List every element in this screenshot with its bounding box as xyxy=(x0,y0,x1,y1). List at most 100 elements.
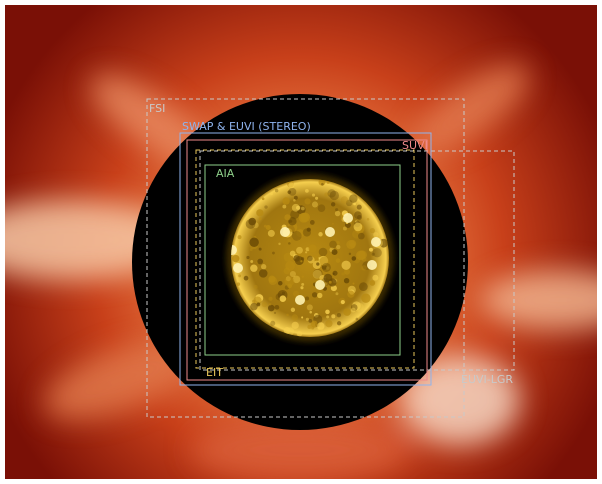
sun-texture-blob xyxy=(286,313,289,317)
sun-texture-blob xyxy=(350,307,356,313)
sun-texture-blob xyxy=(361,265,367,271)
sun-texture-blob xyxy=(357,232,365,240)
sun-texture-blob xyxy=(350,304,358,311)
sun-texture-blob xyxy=(288,182,295,189)
sun-texture-blob xyxy=(284,276,295,287)
sun-texture-blob xyxy=(347,290,355,298)
sun-texture-blob xyxy=(253,284,258,289)
eit-label: EIT xyxy=(206,366,223,379)
sun-texture-blob xyxy=(343,308,351,316)
sun-texture-blob xyxy=(290,307,296,312)
sun-texture-blob xyxy=(326,181,330,184)
sun-texture-blob xyxy=(270,320,276,326)
sun-texture-blob xyxy=(331,222,335,225)
sun-texture-blob xyxy=(352,282,355,285)
sun-texture-blob xyxy=(336,244,341,250)
sun-texture-blob xyxy=(373,232,379,238)
sun-texture-blob xyxy=(267,229,275,237)
sun-texture-blob xyxy=(336,312,342,318)
sun-texture-blob xyxy=(268,296,273,301)
sun-texture-blob xyxy=(296,330,303,337)
sun-texture-blob xyxy=(309,220,315,225)
sun-texture-blob xyxy=(273,311,277,314)
sun-texture-blob xyxy=(335,208,339,212)
euvi-lgr-fov-box xyxy=(199,150,515,371)
sun-texture-blob xyxy=(302,228,311,237)
sun-texture-blob xyxy=(356,204,362,210)
sun-texture-blob xyxy=(268,275,276,283)
sun-texture-blob xyxy=(329,190,339,201)
sun-texture-blob xyxy=(293,290,300,297)
sun-texture-blob xyxy=(293,198,296,202)
sun-texture-blob xyxy=(250,260,254,263)
sun-texture-blob xyxy=(331,314,336,319)
sun-texture-blob xyxy=(301,282,305,286)
sun-texture-blob xyxy=(306,227,311,232)
sun-texture-blob xyxy=(253,296,262,305)
sun-texture-blob xyxy=(265,224,271,231)
sun-texture-blob xyxy=(301,316,304,319)
sun-texture-blob xyxy=(317,322,325,330)
sun-texture-blob xyxy=(296,229,305,238)
sun-texture-blob xyxy=(309,310,312,314)
sun-texture-blob xyxy=(289,250,296,257)
sun-texture-blob xyxy=(334,210,341,217)
sun-texture-blob xyxy=(326,315,330,319)
sun-texture-blob xyxy=(291,314,298,321)
sun-texture-blob xyxy=(361,293,371,303)
sun-texture-blob xyxy=(261,301,268,308)
sun-texture-blob xyxy=(297,239,300,242)
sun-texture-blob xyxy=(305,188,309,193)
sun-texture-blob xyxy=(321,262,331,272)
sun-texture-blob xyxy=(282,197,290,205)
sun-texture-blob xyxy=(267,304,275,312)
aia-fov-box xyxy=(204,164,401,356)
sun-texture-blob xyxy=(249,247,253,252)
sun-texture-blob xyxy=(324,192,329,197)
sun-texture-blob xyxy=(276,323,281,328)
sun-texture-blob xyxy=(371,252,375,256)
sun-texture-blob xyxy=(325,266,330,270)
sun-texture-blob xyxy=(249,237,259,248)
sun-texture-blob xyxy=(287,238,292,243)
sun-texture-blob xyxy=(272,251,275,255)
sun-texture-blob xyxy=(291,321,299,329)
sun-texture-blob xyxy=(366,217,370,221)
sun-texture-blob xyxy=(318,247,328,257)
sun-texture-blob xyxy=(344,268,351,275)
sun-texture-blob xyxy=(292,275,301,284)
eit-fov-box xyxy=(195,149,415,369)
sun-texture-blob xyxy=(282,204,287,209)
sun-texture-blob xyxy=(248,217,257,226)
sun-texture-blob xyxy=(315,196,319,200)
sun-texture-blob xyxy=(268,303,272,306)
active-region xyxy=(315,280,325,290)
sun-texture-blob xyxy=(314,253,320,260)
sun-texture-blob xyxy=(263,224,267,228)
sun-texture-blob xyxy=(348,252,352,256)
sun-texture-blob xyxy=(307,255,313,262)
sun-texture-blob xyxy=(329,240,337,249)
active-region xyxy=(343,213,353,223)
active-region xyxy=(325,227,335,237)
sun-texture-blob xyxy=(331,249,338,256)
active-region xyxy=(371,237,381,247)
sun-texture-blob xyxy=(313,268,323,279)
swap-euvi-label: SWAP & EUVI (STEREO) xyxy=(182,120,311,133)
fsi-fov-box xyxy=(146,98,465,418)
suvi-fov-box xyxy=(186,139,428,381)
sun-texture-blob xyxy=(306,304,313,311)
sun-texture-blob xyxy=(287,190,292,194)
sun-disk xyxy=(226,174,394,342)
sun-texture-blob xyxy=(238,274,242,278)
sun-texture-blob xyxy=(307,324,312,329)
sun-texture-blob xyxy=(257,258,264,265)
sun-texture-blob xyxy=(256,302,261,307)
sun-texture-blob xyxy=(369,227,375,234)
sun-texture-blob xyxy=(236,282,241,286)
sun-texture-blob xyxy=(293,195,298,200)
euvi-lgr-label: EUVI-LGR xyxy=(461,373,513,386)
sun-texture-blob xyxy=(318,232,323,237)
sun-texture-blob xyxy=(232,254,240,263)
sun-texture-blob xyxy=(312,269,322,279)
